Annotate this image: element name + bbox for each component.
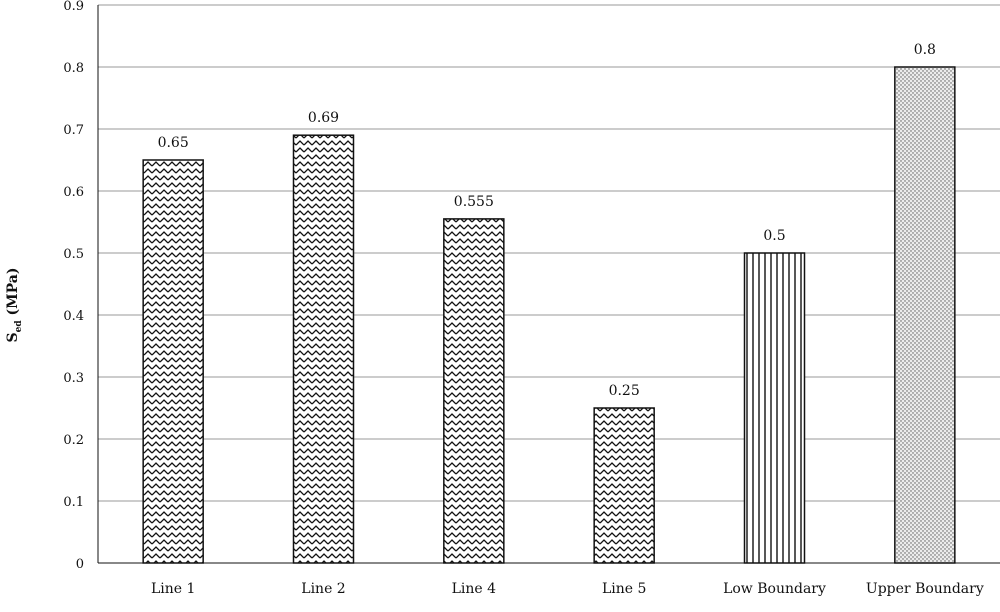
data-labels: 0.65 0.69 0.555 0.25 0.5 0.8 bbox=[158, 42, 936, 399]
gridlines bbox=[98, 4, 1000, 502]
data-label: 0.555 bbox=[454, 194, 494, 210]
axes bbox=[97, 5, 1000, 564]
data-label: 0.5 bbox=[763, 228, 785, 244]
category-label: Line 1 bbox=[151, 581, 195, 597]
category-label: Line 4 bbox=[452, 581, 497, 597]
y-tick-label: 0.1 bbox=[63, 495, 84, 510]
y-tick-label: 0.3 bbox=[63, 371, 84, 386]
data-label: 0.69 bbox=[308, 110, 339, 126]
bar-5 bbox=[743, 252, 806, 564]
bar-1 bbox=[142, 159, 204, 564]
y-tick-label: 0.4 bbox=[63, 309, 84, 324]
data-label: 0.25 bbox=[609, 383, 640, 399]
category-label: Line 5 bbox=[602, 581, 646, 597]
y-tick-label: 0.9 bbox=[63, 0, 84, 14]
bars bbox=[142, 66, 956, 564]
y-tick-label: 0 bbox=[76, 557, 84, 572]
bar-2 bbox=[292, 134, 355, 564]
y-tick-label: 0.7 bbox=[63, 123, 84, 138]
bar-3 bbox=[443, 218, 505, 564]
y-axis-label: Sed (MPa) bbox=[5, 268, 24, 343]
data-label: 0.65 bbox=[158, 135, 189, 151]
category-labels: Line 1 Line 2 Line 4 Line 5 Low Boundary Uppe… bbox=[151, 581, 984, 597]
y-tick-label: 0.5 bbox=[63, 247, 84, 262]
category-label: Upper Boundary bbox=[866, 581, 984, 597]
bar-4 bbox=[593, 407, 655, 564]
y-tick-label: 0.8 bbox=[63, 61, 84, 76]
category-label: Low Boundary bbox=[723, 581, 826, 597]
y-tick-label: 0.2 bbox=[63, 433, 84, 448]
category-label: Line 2 bbox=[301, 581, 345, 597]
y-tick-label: 0.6 bbox=[63, 185, 84, 200]
bar-6 bbox=[894, 66, 956, 564]
data-label: 0.8 bbox=[914, 42, 936, 58]
y-tick-labels: 0 0.1 0.2 0.3 0.4 0.5 0.6 0.7 0.8 0.9 bbox=[63, 0, 84, 572]
